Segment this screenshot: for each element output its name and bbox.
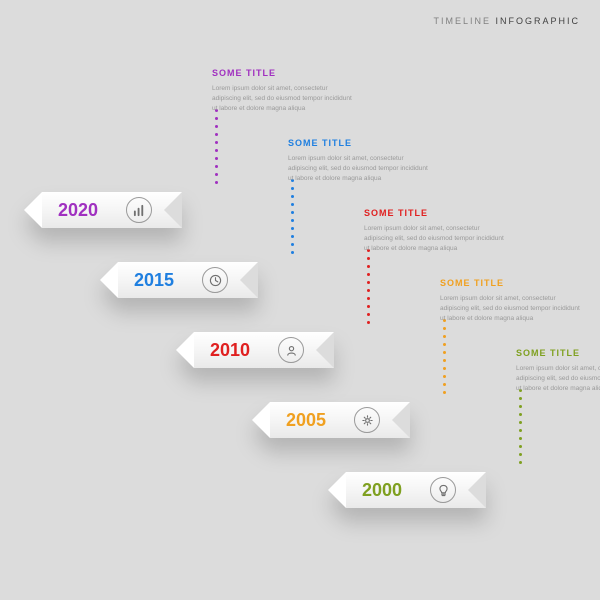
text-block: SOME TITLE Lorem ipsum dolor sit amet, co… <box>440 278 580 323</box>
item-description: Lorem ipsum dolor sit amet, consectetur … <box>364 224 504 253</box>
item-title: SOME TITLE <box>440 278 580 288</box>
connector-dots <box>214 109 218 184</box>
header-label: TIMELINE INFOGRAPHIC <box>433 16 580 26</box>
timeline-bar: 2020 <box>42 192 182 228</box>
year-label: 2015 <box>134 262 174 298</box>
item-description: Lorem ipsum dolor sit amet, consectetur … <box>516 364 600 393</box>
year-label: 2005 <box>286 402 326 438</box>
text-block: SOME TITLE Lorem ipsum dolor sit amet, co… <box>288 138 428 183</box>
header-word-2: INFOGRAPHIC <box>495 16 580 26</box>
header-word-1: TIMELINE <box>433 16 491 26</box>
item-description: Lorem ipsum dolor sit amet, consectetur … <box>212 84 352 113</box>
item-title: SOME TITLE <box>212 68 352 78</box>
timeline-bar: 2005 <box>270 402 410 438</box>
year-label: 2010 <box>210 332 250 368</box>
text-block: SOME TITLE Lorem ipsum dolor sit amet, co… <box>516 348 600 393</box>
connector-dots <box>290 179 294 254</box>
bulb-icon <box>430 477 456 503</box>
timeline-bar: 2010 <box>194 332 334 368</box>
item-title: SOME TITLE <box>364 208 504 218</box>
gear-icon <box>354 407 380 433</box>
text-block: SOME TITLE Lorem ipsum dolor sit amet, co… <box>364 208 504 253</box>
user-icon <box>278 337 304 363</box>
year-label: 2020 <box>58 192 98 228</box>
item-title: SOME TITLE <box>288 138 428 148</box>
item-title: SOME TITLE <box>516 348 600 358</box>
connector-dots <box>518 389 522 464</box>
year-label: 2000 <box>362 472 402 508</box>
connector-dots <box>442 319 446 394</box>
text-block: SOME TITLE Lorem ipsum dolor sit amet, co… <box>212 68 352 113</box>
item-description: Lorem ipsum dolor sit amet, consectetur … <box>440 294 580 323</box>
timeline-bar: 2000 <box>346 472 486 508</box>
connector-dots <box>366 249 370 324</box>
bars-icon <box>126 197 152 223</box>
item-description: Lorem ipsum dolor sit amet, consectetur … <box>288 154 428 183</box>
clock-icon <box>202 267 228 293</box>
timeline-bar: 2015 <box>118 262 258 298</box>
